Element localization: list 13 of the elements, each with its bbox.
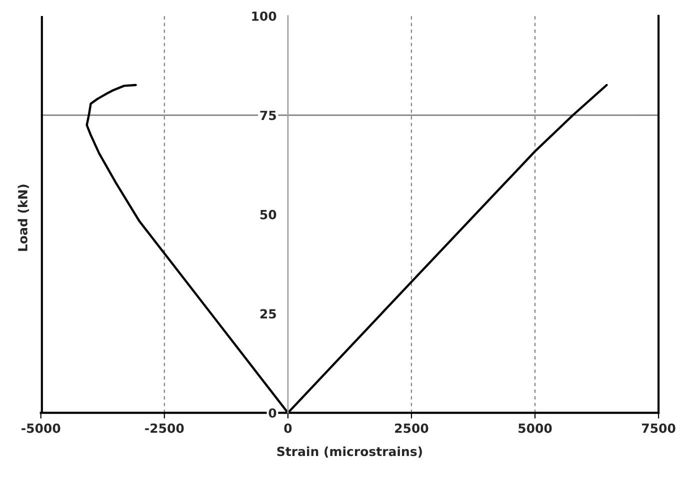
x-tick-label: 2500 (395, 423, 428, 433)
y-tick-label: 100 (252, 11, 276, 21)
x-tick-label: 0 (284, 423, 292, 433)
x-axis-title: Strain (microstrains) (277, 446, 422, 458)
x-tick-label: 5000 (518, 423, 552, 433)
y-axis-title: Load (kN) (18, 184, 29, 251)
y-tick-label: 25 (260, 309, 276, 319)
y-tick-label: 50 (260, 210, 276, 220)
x-tick-label: -2500 (145, 423, 184, 433)
x-tick-label: 7500 (642, 423, 676, 433)
y-tick-label: 0 (268, 408, 276, 418)
y-tick-label: 75 (260, 110, 276, 120)
x-tick-label: -5000 (22, 423, 60, 433)
